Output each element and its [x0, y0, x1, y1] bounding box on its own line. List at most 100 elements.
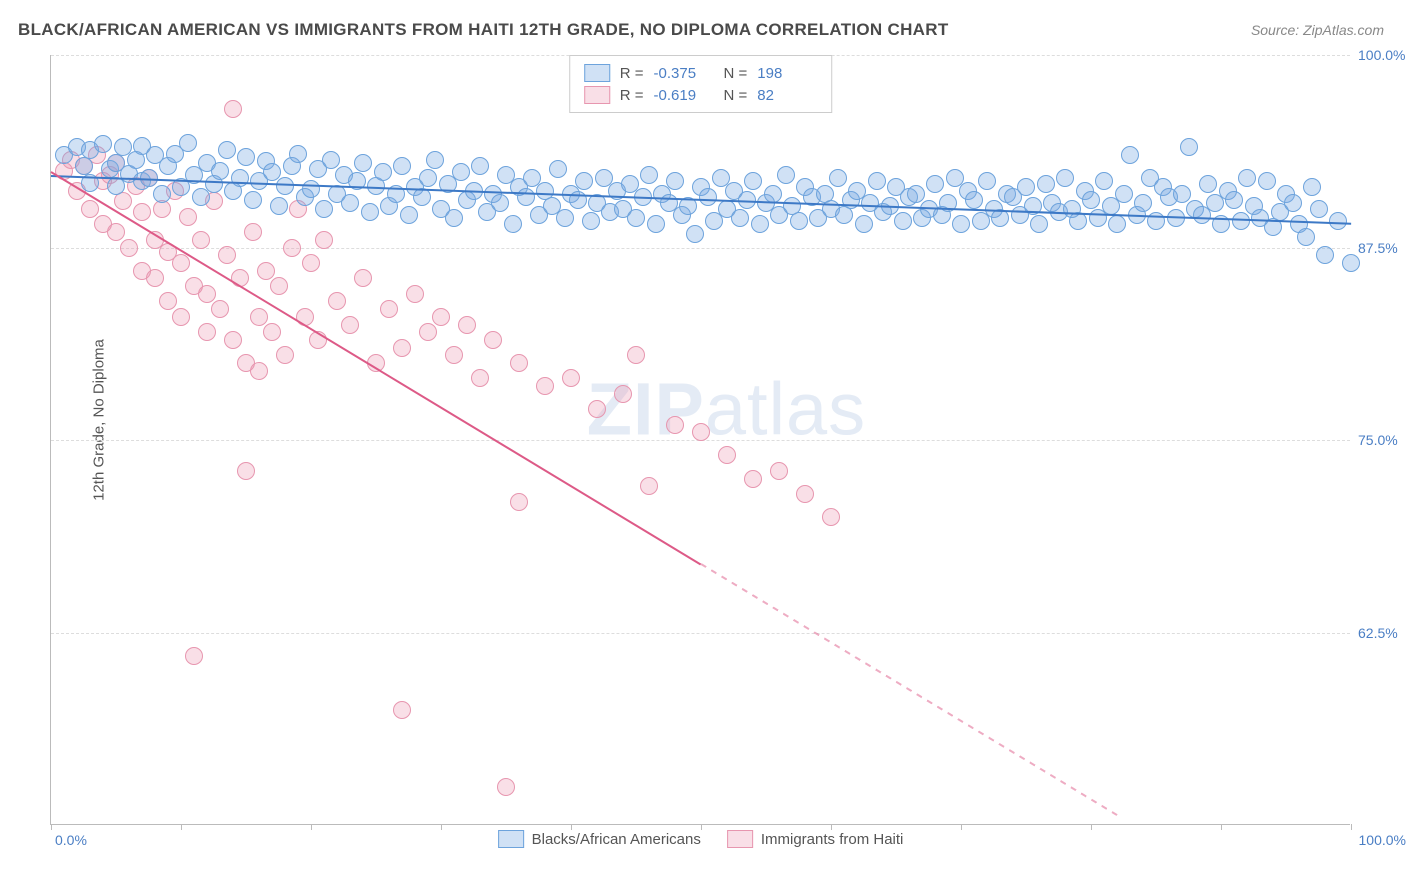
n-label: N =	[724, 65, 748, 82]
data-point-blue	[1310, 200, 1328, 218]
data-point-blue	[835, 206, 853, 224]
plot-area: ZIPatlas 62.5%75.0%87.5%100.0% R = -0.37…	[50, 55, 1350, 825]
data-point-pink	[510, 493, 528, 511]
data-point-pink	[627, 346, 645, 364]
data-point-blue	[231, 169, 249, 187]
data-point-blue	[302, 180, 320, 198]
xtick-mark	[1091, 824, 1092, 830]
data-point-blue	[393, 157, 411, 175]
xtick-mark	[1351, 824, 1352, 830]
data-point-blue	[322, 151, 340, 169]
data-point-pink	[445, 346, 463, 364]
data-point-blue	[907, 185, 925, 203]
data-point-pink	[211, 300, 229, 318]
data-point-pink	[419, 323, 437, 341]
xtick-mark	[961, 824, 962, 830]
ytick-label: 62.5%	[1358, 625, 1406, 641]
data-point-pink	[354, 269, 372, 287]
data-point-blue	[640, 166, 658, 184]
data-point-blue	[179, 134, 197, 152]
data-point-blue	[244, 191, 262, 209]
data-point-pink	[224, 331, 242, 349]
legend-row-pink: R = -0.619 N = 82	[584, 84, 818, 106]
data-point-blue	[491, 194, 509, 212]
data-point-blue	[237, 148, 255, 166]
data-point-pink	[536, 377, 554, 395]
watermark-light: atlas	[705, 367, 866, 450]
data-point-pink	[172, 254, 190, 272]
data-point-blue	[666, 172, 684, 190]
data-point-blue	[1238, 169, 1256, 187]
data-point-pink	[81, 200, 99, 218]
data-point-pink	[796, 485, 814, 503]
data-point-blue	[1173, 185, 1191, 203]
data-point-blue	[315, 200, 333, 218]
data-point-pink	[172, 308, 190, 326]
gridline	[51, 248, 1350, 249]
data-point-pink	[640, 477, 658, 495]
data-point-pink	[185, 647, 203, 665]
data-point-pink	[270, 277, 288, 295]
data-point-blue	[1180, 138, 1198, 156]
data-point-blue	[1108, 215, 1126, 233]
data-point-blue	[471, 157, 489, 175]
data-point-blue	[276, 177, 294, 195]
data-point-pink	[718, 446, 736, 464]
swatch-pink-2	[727, 830, 753, 848]
data-point-pink	[406, 285, 424, 303]
data-point-blue	[341, 194, 359, 212]
swatch-pink	[584, 86, 610, 104]
data-point-pink	[744, 470, 762, 488]
data-point-pink	[562, 369, 580, 387]
trend-line	[700, 563, 1117, 816]
data-point-blue	[744, 172, 762, 190]
data-point-blue	[894, 212, 912, 230]
data-point-pink	[588, 400, 606, 418]
data-point-pink	[497, 778, 515, 796]
chart-title: BLACK/AFRICAN AMERICAN VS IMMIGRANTS FRO…	[18, 20, 949, 40]
data-point-pink	[263, 323, 281, 341]
bottom-legend: Blacks/African Americans Immigrants from…	[498, 830, 904, 848]
data-point-blue	[94, 135, 112, 153]
data-point-pink	[257, 262, 275, 280]
data-point-pink	[302, 254, 320, 272]
r-label-2: R =	[620, 87, 644, 104]
data-point-blue	[829, 169, 847, 187]
data-point-blue	[790, 212, 808, 230]
data-point-blue	[1121, 146, 1139, 164]
data-point-blue	[452, 163, 470, 181]
legend-row-blue: R = -0.375 N = 198	[584, 62, 818, 84]
data-point-blue	[75, 157, 93, 175]
pink-n-value: 82	[757, 87, 817, 104]
data-point-blue	[1199, 175, 1217, 193]
data-point-blue	[978, 172, 996, 190]
data-point-blue	[549, 160, 567, 178]
data-point-blue	[926, 175, 944, 193]
data-point-pink	[153, 200, 171, 218]
gridline	[51, 633, 1350, 634]
data-point-pink	[510, 354, 528, 372]
data-point-pink	[380, 300, 398, 318]
ytick-label: 100.0%	[1358, 47, 1406, 63]
data-point-blue	[1082, 191, 1100, 209]
data-point-blue	[289, 145, 307, 163]
data-point-blue	[374, 163, 392, 181]
watermark: ZIPatlas	[587, 366, 866, 451]
data-point-pink	[192, 231, 210, 249]
swatch-blue-2	[498, 830, 524, 848]
xtick-mark	[51, 824, 52, 830]
data-point-pink	[458, 316, 476, 334]
data-point-blue	[647, 215, 665, 233]
data-point-blue	[582, 212, 600, 230]
data-point-blue	[1095, 172, 1113, 190]
ytick-label: 87.5%	[1358, 240, 1406, 256]
xtick-mark	[311, 824, 312, 830]
data-point-blue	[686, 225, 704, 243]
data-point-blue	[218, 141, 236, 159]
data-point-pink	[484, 331, 502, 349]
data-point-blue	[764, 185, 782, 203]
data-point-blue	[270, 197, 288, 215]
data-point-blue	[868, 172, 886, 190]
data-point-blue	[426, 151, 444, 169]
blue-n-value: 198	[757, 65, 817, 82]
